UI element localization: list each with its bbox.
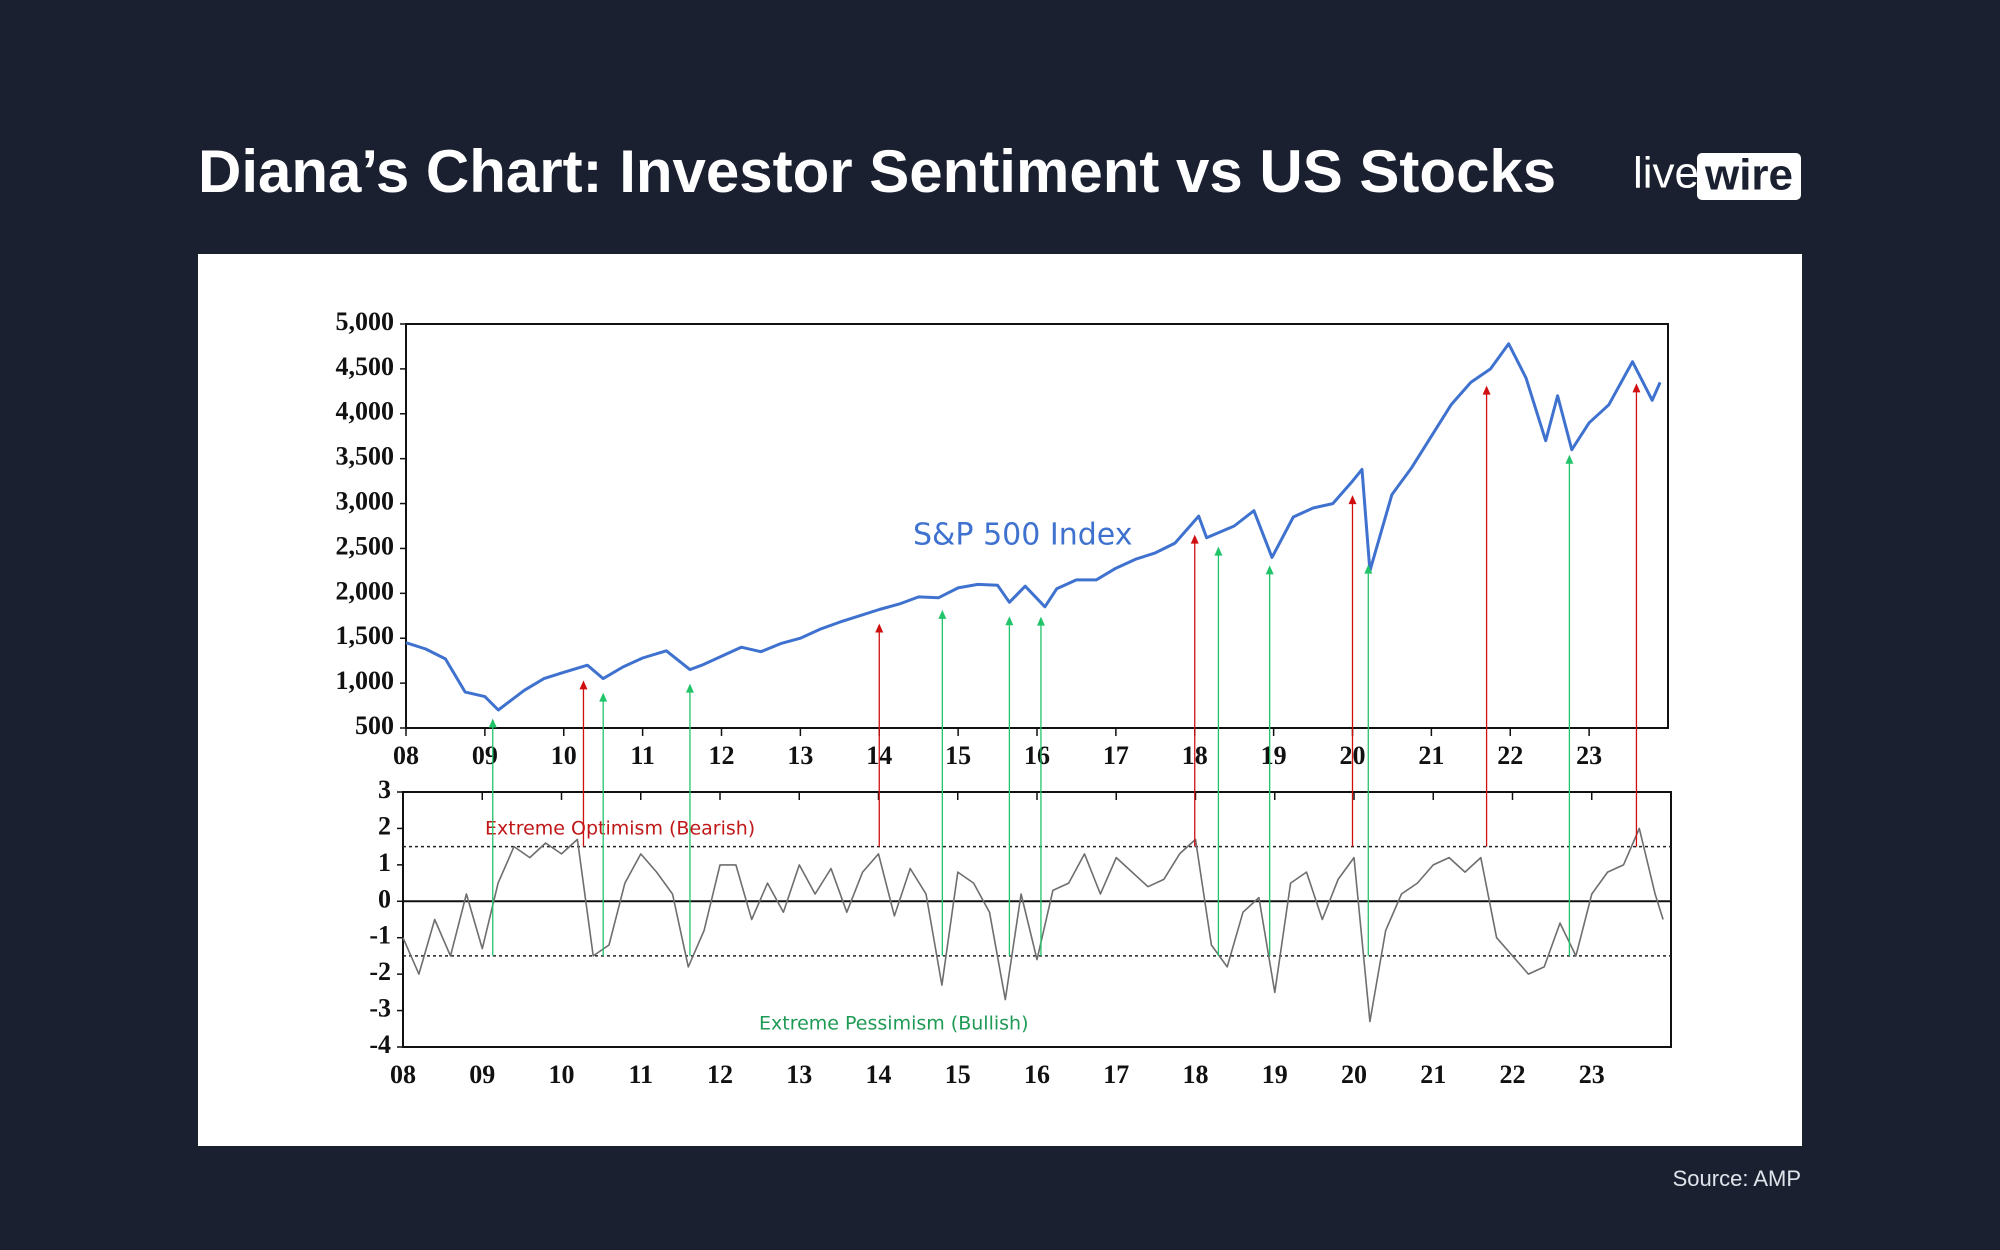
y-tick-label: 2,500	[336, 531, 395, 560]
x-tick-label: 23	[1579, 1060, 1605, 1089]
y-tick-label: -2	[369, 957, 391, 986]
signal-arrowhead	[599, 692, 608, 702]
y-tick-label: 4,500	[336, 352, 395, 381]
signal-arrowhead	[1190, 534, 1199, 544]
signal-arrowhead	[1214, 546, 1223, 556]
x-tick-label: 16	[1024, 1060, 1050, 1089]
y-tick-label: 0	[378, 884, 391, 913]
x-tick-label: 10	[549, 1060, 575, 1089]
y-tick-label: 4,000	[336, 397, 395, 426]
signal-arrowhead	[1482, 385, 1491, 395]
signal-arrowhead	[579, 680, 588, 690]
x-tick-label: 15	[945, 1060, 971, 1089]
y-tick-label: 3,500	[336, 442, 395, 471]
y-tick-label: -3	[369, 994, 391, 1023]
y-tick-label: 2,000	[336, 576, 395, 605]
x-tick-label: 17	[1103, 741, 1129, 770]
annotation: Extreme Pessimism (Bullish)	[759, 1013, 1028, 1035]
x-tick-label: 14	[866, 1060, 892, 1089]
data-line	[402, 827, 1664, 1023]
y-tick-label: 500	[355, 711, 394, 740]
x-tick-label: 16	[1024, 741, 1050, 770]
y-tick-label: 2	[378, 811, 391, 840]
signal-arrowhead	[938, 609, 947, 619]
x-tick-label: 11	[630, 741, 655, 770]
x-tick-label: 22	[1500, 1060, 1526, 1089]
annotation: Extreme Optimism (Bearish)	[485, 818, 755, 840]
x-tick-label: 18	[1183, 1060, 1209, 1089]
x-tick-label: 22	[1497, 741, 1523, 770]
logo-bold: wire	[1704, 151, 1793, 200]
signal-arrowhead	[1364, 564, 1373, 574]
signal-arrowhead	[1005, 616, 1014, 626]
page-title: Diana’s Chart: Investor Sentiment vs US …	[198, 138, 1556, 205]
signal-arrowhead	[685, 683, 694, 693]
x-tick-label: 08	[390, 1060, 416, 1089]
x-tick-label: 08	[393, 741, 419, 770]
signal-arrowhead	[1565, 454, 1574, 464]
y-tick-label: 3	[378, 775, 391, 804]
x-tick-label: 21	[1418, 741, 1444, 770]
x-tick-label: 13	[786, 1060, 812, 1089]
signal-arrowhead	[875, 623, 884, 633]
x-tick-label: 19	[1262, 1060, 1288, 1089]
signal-arrowhead	[488, 718, 497, 728]
x-tick-label: 15	[945, 741, 971, 770]
signal-arrowhead	[1036, 616, 1045, 626]
x-tick-label: 21	[1420, 1060, 1446, 1089]
x-tick-label: 17	[1103, 1060, 1129, 1089]
signal-arrowhead	[1632, 383, 1641, 393]
x-tick-label: 09	[469, 1060, 495, 1089]
logo-box	[1697, 153, 1801, 200]
y-tick-label: -4	[369, 1030, 391, 1059]
x-tick-label: 12	[707, 1060, 733, 1089]
x-tick-label: 20	[1341, 1060, 1367, 1089]
x-tick-label: 09	[472, 741, 498, 770]
x-tick-label: 12	[709, 741, 735, 770]
y-tick-label: 1	[378, 848, 391, 877]
y-tick-label: 1,500	[336, 621, 395, 650]
data-line	[405, 342, 1662, 712]
x-tick-label: 19	[1261, 741, 1287, 770]
x-tick-label: 11	[628, 1060, 653, 1089]
series-label: S&P 500 Index	[913, 518, 1132, 553]
x-tick-label: 10	[551, 741, 577, 770]
source: Source: AMP	[1673, 1166, 1801, 1191]
y-tick-label: 5,000	[336, 307, 395, 336]
x-tick-label: 23	[1576, 741, 1602, 770]
y-tick-label: 1,000	[336, 666, 395, 695]
signal-arrowhead	[1265, 565, 1274, 575]
y-tick-label: 3,000	[336, 487, 395, 516]
signal-arrowhead	[1348, 495, 1357, 505]
x-tick-label: 13	[787, 741, 813, 770]
y-tick-label: -1	[369, 921, 391, 950]
logo-light: live	[1633, 149, 1699, 198]
